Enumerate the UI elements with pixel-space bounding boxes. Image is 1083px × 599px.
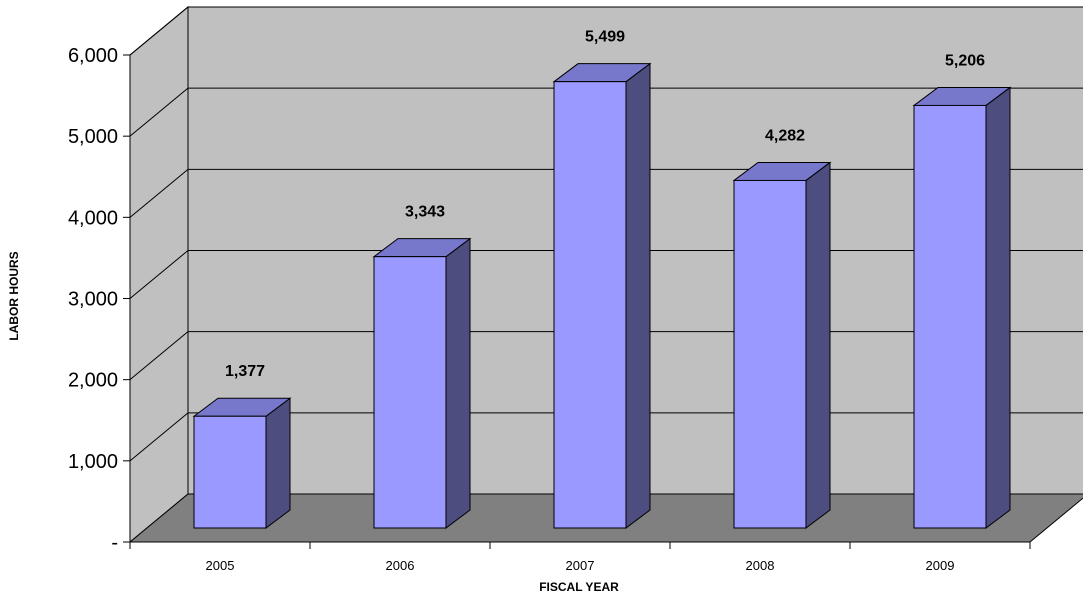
y-tick-label: 2,000 xyxy=(68,370,118,392)
axes: - 1,000 2,000 3,000 4,000 5,000 6,000 2005 2006 2… xyxy=(68,45,1031,573)
data-label: 1,377 xyxy=(225,363,265,380)
y-tick-label: 5,000 xyxy=(68,126,118,148)
x-tick-label: 2008 xyxy=(746,558,775,573)
bar-side xyxy=(805,161,831,529)
bar xyxy=(553,81,627,529)
bar xyxy=(733,179,807,529)
bar-side xyxy=(985,86,1011,529)
x-axis-title: FISCAL YEAR xyxy=(539,580,619,594)
y-tick-label: 3,000 xyxy=(68,289,118,311)
bar xyxy=(193,415,267,529)
data-label: 5,206 xyxy=(945,52,985,69)
gridline-side xyxy=(129,412,189,462)
bar-side xyxy=(445,237,471,529)
bar xyxy=(373,256,447,529)
gridline-side xyxy=(129,6,189,56)
y-tick-label: 1,000 xyxy=(68,451,118,473)
x-tick-label: 2009 xyxy=(926,558,955,573)
bar xyxy=(913,104,987,529)
data-label: 5,499 xyxy=(585,29,625,46)
gridline-side xyxy=(129,87,189,137)
bar-side xyxy=(625,62,651,529)
data-label: 4,282 xyxy=(765,127,805,144)
x-tick-label: 2007 xyxy=(566,558,595,573)
data-labels: 1,377 3,343 5,499 4,282 5,206 xyxy=(225,29,985,381)
gridline-side xyxy=(129,250,189,299)
y-tick-label: 4,000 xyxy=(68,207,118,229)
y-axis-title: LABOR HOURS xyxy=(7,251,21,340)
y-tick-label: - xyxy=(111,532,118,554)
data-label: 3,343 xyxy=(405,204,445,221)
gridline-side xyxy=(129,331,189,381)
x-tick-label: 2005 xyxy=(206,558,235,573)
bar-side xyxy=(265,397,291,529)
gridline-side xyxy=(129,168,189,218)
bars xyxy=(192,62,1012,529)
x-tick-label: 2006 xyxy=(386,558,415,573)
y-tick-label: 6,000 xyxy=(68,45,118,67)
